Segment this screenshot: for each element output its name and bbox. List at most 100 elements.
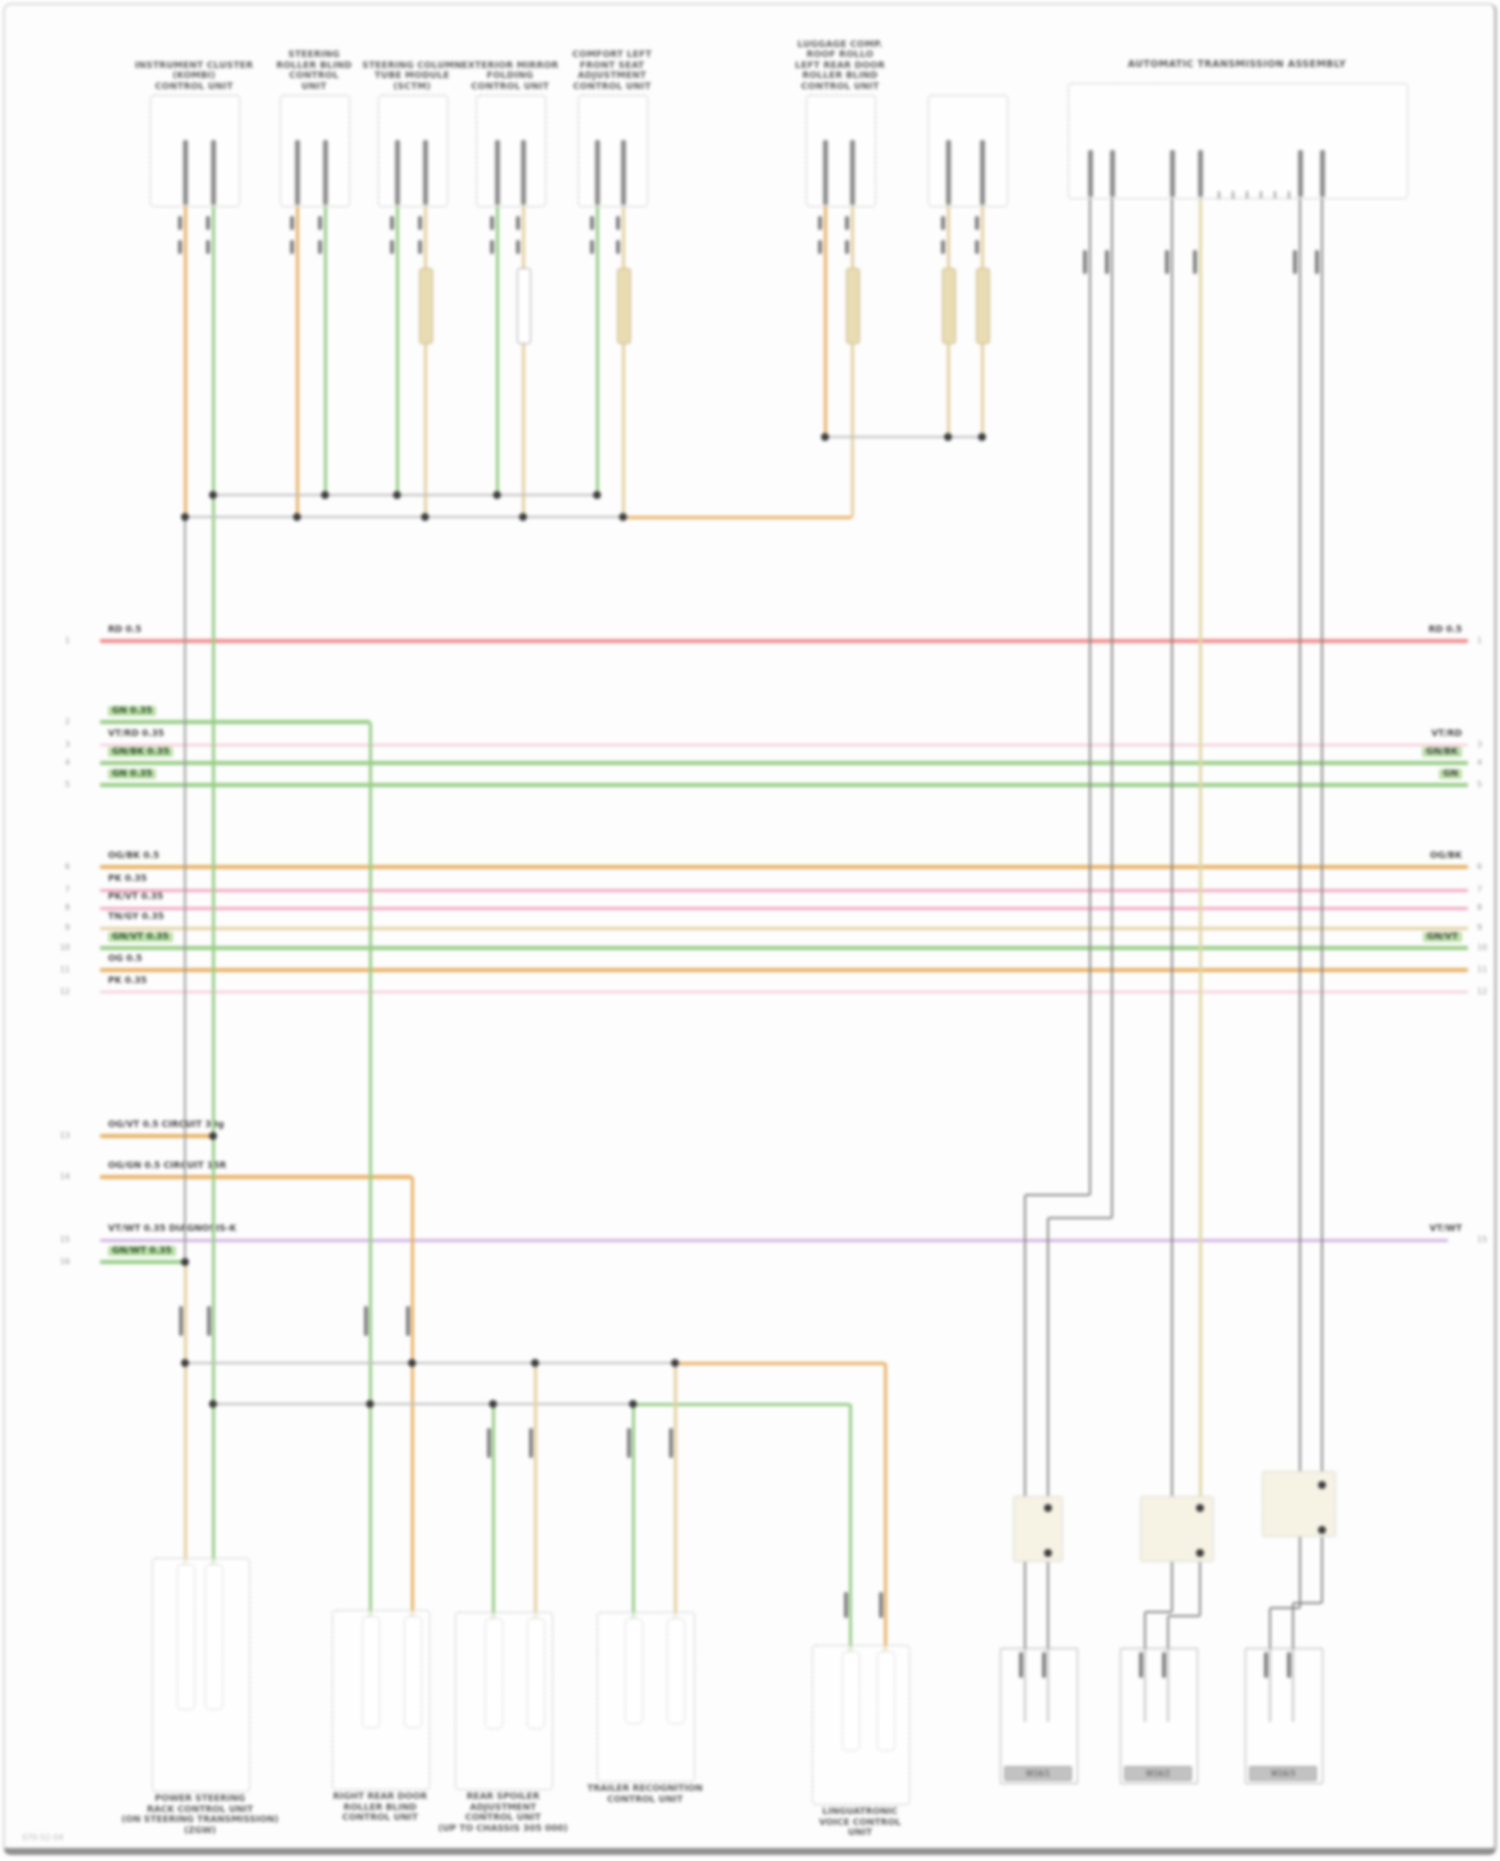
pin-terminal-mark [590, 216, 594, 230]
inline-connector [617, 268, 631, 344]
bus-left-label: GN/WT 0.35 [108, 1246, 176, 1256]
pin-terminal-mark [818, 216, 822, 230]
pin-terminal-mark [1193, 250, 1197, 274]
component-label-instrument-cluster: INSTRUMENT CLUSTER (KOMBI) CONTROL UNIT [134, 60, 254, 92]
junction-dot [821, 433, 829, 441]
connector-pin [979, 140, 985, 205]
pin-slot [362, 1616, 380, 1729]
junction-dot [209, 1132, 217, 1140]
junction-dot [421, 513, 429, 521]
junction-dot [1044, 1504, 1052, 1512]
wire-segment [410, 1177, 414, 1708]
pin-terminal-mark [1287, 1652, 1291, 1678]
bus-right-number: 3 [1477, 740, 1483, 749]
pin-terminal-mark [1139, 1652, 1143, 1678]
wire-segment [1025, 1193, 1090, 1197]
junction-dot [209, 1400, 217, 1408]
ground-block-ground-3 [1245, 1648, 1323, 1784]
bus-line [100, 968, 1468, 972]
pin-terminal-mark [1042, 1652, 1046, 1678]
bus-left-label: VT/WT 0.35 DIAGNOSIS-K [108, 1224, 237, 1234]
pin-terminal-mark [178, 240, 182, 254]
junction-dot [181, 513, 189, 521]
wire-segment [1170, 197, 1174, 1612]
pin-terminal-mark [529, 1428, 533, 1458]
bus-right-label: OG/BK [1429, 851, 1462, 861]
pin-terminal-mark [590, 240, 594, 254]
component-label-rear-spoiler: REAR SPOILER ADJUSTMENT CONTROL UNIT (UP TO… [438, 1792, 568, 1834]
bus-right-number: 1 [1477, 636, 1483, 645]
ground-label: W16/3 [1249, 1766, 1317, 1781]
bus-line [100, 865, 1468, 869]
junction-dot [531, 1359, 539, 1367]
pin-terminal-mark [490, 240, 494, 254]
pin-terminal-mark [364, 1306, 368, 1336]
component-label-comfort-seat: COMFORT LEFT FRONT SEAT ADJUSTMENT CONTROL … [572, 50, 652, 92]
bus-line [100, 744, 1468, 746]
pin-terminal-mark [318, 240, 322, 254]
bus-left-number: 9 [64, 923, 70, 932]
wire-segment [623, 515, 852, 519]
bus-left-number: 6 [64, 862, 70, 871]
junction-dot [321, 491, 329, 499]
pin-terminal-mark [845, 240, 849, 254]
pin-terminal-mark [516, 240, 520, 254]
bus-left-label: RD 0.5 [108, 625, 142, 635]
inline-connector [976, 268, 990, 344]
pin-terminal-mark [206, 240, 210, 254]
ground-label: W16/1 [1004, 1766, 1072, 1781]
wire-segment [883, 1363, 887, 1732]
connector-pin [1169, 150, 1175, 197]
bus-right-label: GN/VT [1322, 932, 1462, 942]
bus-right-number: 5 [1477, 780, 1483, 789]
wire-segment [183, 205, 187, 517]
connector-box-aux-connector [928, 95, 1008, 207]
connector-box-steering-column-module [378, 95, 448, 207]
pin-terminal-mark [178, 216, 182, 230]
pin-slot [485, 1618, 503, 1730]
bus-right-number: 15 [1477, 1235, 1488, 1244]
pin-terminal-mark [406, 1306, 410, 1336]
ground-block-ground-2 [1120, 1648, 1198, 1784]
bus-right-label: VT/WT [1429, 1224, 1462, 1234]
bus-left-number: 10 [59, 943, 70, 952]
pin-slot [625, 1618, 643, 1725]
bus-left-label: GN/BK 0.35 [108, 747, 174, 757]
bus-left-label: OG/BK 0.5 [108, 851, 160, 861]
wire-segment [823, 205, 827, 437]
transmission-assembly-box [1068, 83, 1408, 199]
pin-terminal-mark [616, 216, 620, 230]
bus-line [100, 1134, 213, 1138]
connector-pin [620, 140, 626, 205]
bus-line [100, 720, 370, 724]
wire-segment [295, 205, 299, 517]
connector-box-power-steering [152, 1558, 250, 1792]
junction-dot [944, 433, 952, 441]
wire-segment [673, 1363, 677, 1705]
pin-terminal-mark [418, 240, 422, 254]
bus-right-number: 11 [1477, 965, 1488, 974]
junction-dot [293, 513, 301, 521]
pin-slot [842, 1651, 860, 1751]
bus-right-label: GN [1322, 769, 1462, 779]
pin-terminal-mark [418, 216, 422, 230]
wire-segment [1048, 1216, 1112, 1220]
edge-pin-tick [1274, 191, 1276, 199]
junction-dot [629, 1400, 637, 1408]
pin-terminal-mark [1105, 250, 1109, 274]
component-label-right-rear-door-blind: RIGHT REAR DOOR ROLLER BLIND CONTROL UNIT [332, 1792, 428, 1823]
ground-block-ground-1 [1000, 1648, 1078, 1784]
connector-pin [322, 140, 328, 205]
inline-connector [942, 268, 956, 344]
wire-segment [631, 1404, 635, 1705]
bus-right-number: 8 [1477, 903, 1483, 912]
pin-terminal-mark [207, 1306, 211, 1336]
wire-segment [675, 1361, 885, 1365]
wire-segment [595, 205, 599, 495]
bus-left-number: 2 [64, 717, 70, 726]
wire-segment [323, 205, 327, 495]
wire-segment [213, 494, 597, 496]
bus-right-label: VT/RD [1431, 729, 1462, 739]
edge-pin-tick [1232, 191, 1234, 199]
bus-left-number: 8 [64, 903, 70, 912]
